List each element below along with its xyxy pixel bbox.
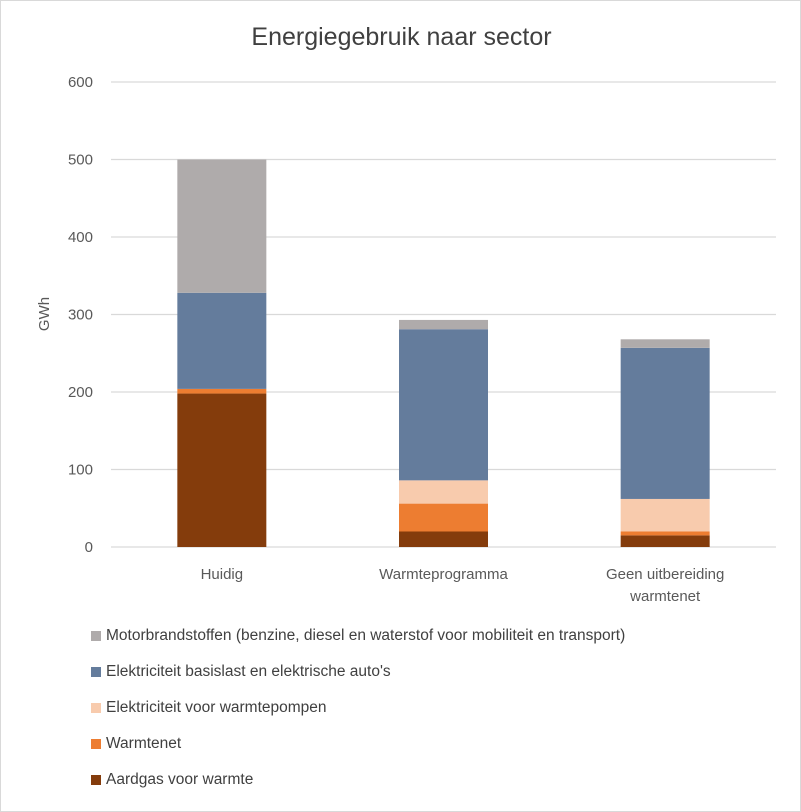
bar-segment: [399, 329, 488, 481]
x-tick-label: Huidig: [201, 566, 244, 583]
bar-segment: [399, 319, 488, 330]
legend-swatch: [91, 775, 101, 785]
legend-label: Warmtenet: [106, 735, 182, 752]
legend-item: Elektriciteit voor warmtepompen: [91, 699, 327, 717]
legend-label: Aardgas voor warmte: [106, 771, 254, 788]
bar-segment: [177, 388, 267, 394]
bar-segment: [399, 531, 488, 547]
legend-swatch: [91, 739, 101, 749]
legend-swatch: [91, 667, 101, 677]
x-tick-label: Warmteprogramma: [379, 566, 508, 583]
legend-item: Aardgas voor warmte: [91, 771, 253, 789]
y-tick-label: 100: [68, 462, 93, 479]
bar-segment: [620, 498, 710, 532]
bar-segment: [177, 159, 267, 293]
y-tick-label: 500: [68, 152, 93, 169]
bar-segment: [177, 393, 267, 547]
y-axis-label: GWh: [36, 297, 53, 331]
y-tick-label: 600: [68, 74, 93, 91]
x-tick-label: Geen uitbereiding: [606, 566, 724, 583]
legend-label: Elektriciteit voor warmtepompen: [106, 699, 327, 716]
bar-segment: [620, 531, 710, 536]
legend-swatch: [91, 631, 101, 641]
legend-label: Elektriciteit basislast en elektrische a…: [106, 663, 391, 680]
x-tick-label: warmtenet: [629, 588, 701, 605]
y-tick-label: 200: [68, 384, 93, 401]
y-tick-label: 0: [85, 539, 93, 556]
legend-item: Warmtenet: [91, 735, 181, 753]
bar-segment: [620, 347, 710, 499]
y-tick-label: 300: [68, 307, 93, 324]
chart-plot: 0 100 200 300 400 500 600 GWh Huidig Warmteprogra…: [36, 74, 776, 605]
legend-item: Motorbrandstoffen (benzine, diesel en wa…: [91, 627, 625, 645]
legend-label: Motorbrandstoffen (benzine, diesel en wa…: [106, 627, 626, 644]
bar-segment: [399, 503, 488, 532]
bar-segment: [399, 480, 488, 504]
y-tick-label: 400: [68, 229, 93, 246]
chart-title: Energiegebruik naar sector: [251, 23, 552, 51]
legend-swatch: [91, 703, 101, 713]
bar-segment: [620, 535, 710, 547]
bar-segment: [177, 292, 267, 389]
bar-segment: [620, 339, 710, 348]
legend-item: Elektriciteit basislast en elektrische a…: [91, 663, 391, 681]
